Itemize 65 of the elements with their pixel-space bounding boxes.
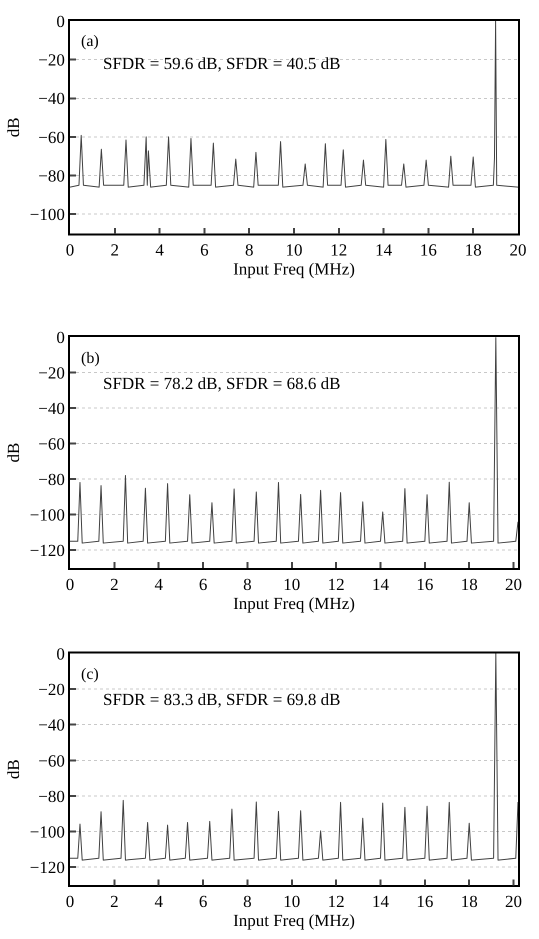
x-tick-label: 4 (155, 240, 164, 260)
x-tick-label: 12 (328, 892, 345, 912)
annotation: (b) (81, 350, 100, 367)
y-tick-label: −40 (38, 89, 65, 108)
x-tick-label: 20 (505, 892, 522, 912)
x-tick-label: 16 (416, 575, 434, 594)
annotation: (c) (81, 666, 99, 683)
x-tick-label: 2 (110, 575, 119, 594)
y-tick-label: 0 (56, 328, 65, 348)
x-tick-label: 14 (375, 240, 393, 260)
x-tick-label: 18 (460, 575, 478, 594)
y-tick-label: −20 (38, 680, 65, 700)
x-tick-label: 4 (154, 575, 164, 594)
x-tick-label: 8 (244, 240, 254, 260)
y-tick-label: −100 (30, 822, 65, 842)
y-tick-label: −100 (30, 205, 65, 224)
y-tick-label: −40 (38, 399, 65, 418)
x-axis-title: Input Freq (MHz) (233, 911, 355, 930)
y-axis-title: dB (4, 759, 23, 780)
x-tick-label: 18 (464, 240, 482, 260)
x-tick-label: 4 (154, 892, 164, 912)
x-tick-label: 2 (110, 892, 119, 912)
x-axis-title: Input Freq (MHz) (233, 260, 355, 279)
y-axis-title: dB (4, 442, 23, 462)
x-tick-label: 8 (243, 575, 252, 594)
annotation: (a) (81, 33, 99, 50)
annotation: SFDR = 78.2 dB, SFDR = 68.6 dB (103, 374, 340, 393)
y-tick-label: −120 (30, 541, 65, 560)
y-tick-label: 0 (56, 644, 65, 664)
x-tick-label: 14 (372, 575, 390, 594)
x-tick-label: 18 (460, 892, 478, 912)
x-tick-label: 14 (372, 892, 390, 912)
y-tick-label: −80 (38, 786, 65, 806)
y-tick-label: −20 (38, 50, 65, 70)
y-tick-label: −40 (38, 716, 65, 735)
y-tick-label: −20 (38, 364, 65, 383)
x-tick-label: 10 (283, 575, 300, 594)
line-series (70, 337, 518, 544)
x-tick-label: 6 (200, 240, 209, 260)
x-tick-label: 10 (286, 240, 302, 260)
x-tick-label: 6 (198, 892, 208, 912)
y-tick-label: −60 (38, 751, 65, 770)
x-tick-label: 12 (330, 240, 348, 260)
x-tick-label: 2 (110, 240, 120, 260)
y-axis-title: dB (4, 117, 23, 138)
x-tick-label: 16 (420, 240, 437, 260)
x-tick-label: 16 (416, 892, 434, 912)
x-tick-label: 6 (198, 575, 208, 594)
x-tick-label: 20 (510, 240, 526, 260)
y-tick-label: −60 (38, 434, 65, 454)
x-axis-title: Input Freq (MHz) (233, 594, 355, 614)
annotation: SFDR = 83.3 dB, SFDR = 69.8 dB (103, 690, 340, 709)
y-tick-label: −80 (38, 470, 65, 490)
x-tick-label: 10 (283, 892, 300, 912)
y-tick-label: −100 (30, 506, 65, 525)
y-tick-label: −80 (38, 166, 65, 186)
x-tick-label: 8 (243, 892, 252, 912)
x-tick-label: 12 (328, 575, 345, 594)
line-series (70, 21, 518, 188)
y-tick-label: −120 (30, 858, 65, 878)
y-tick-label: −60 (38, 128, 65, 147)
line-series (70, 653, 518, 861)
y-tick-label: 0 (56, 12, 65, 31)
annotation: SFDR = 59.6 dB, SFDR = 40.5 dB (103, 54, 340, 73)
x-tick-label: 20 (505, 575, 522, 594)
